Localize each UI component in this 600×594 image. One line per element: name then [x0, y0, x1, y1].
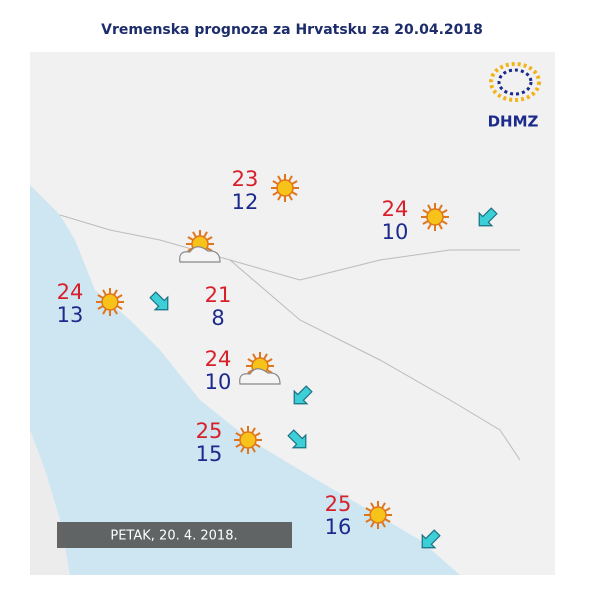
temp-min: 10 [382, 220, 409, 244]
sun-ray [116, 294, 123, 299]
sun-ray [384, 507, 391, 512]
sun-ray [272, 180, 279, 185]
title: Vremenska prognoza za Hrvatsku za 20.04.… [101, 22, 483, 38]
wind-arrow [421, 529, 441, 549]
sun-ray [438, 204, 443, 211]
sun-icon [234, 426, 262, 454]
sun-ray [97, 305, 104, 310]
sun-ray [422, 220, 429, 225]
cloud-icon [179, 246, 221, 263]
sun-ray [272, 191, 279, 196]
sun-disc [276, 179, 294, 197]
sun-disc [369, 506, 387, 524]
sun-ray [370, 502, 375, 509]
sun-ray [441, 209, 448, 214]
sun-ray [235, 443, 242, 448]
temp-max: 23 [232, 167, 259, 191]
sun-ray [206, 236, 213, 241]
sun-ray [288, 175, 293, 182]
sun-ray [381, 502, 386, 509]
temp-min: 13 [57, 303, 84, 327]
temp-min: 15 [196, 442, 223, 466]
sun-ray [113, 308, 118, 315]
sun-ray [277, 194, 282, 201]
wind-arrow-shape [287, 429, 307, 449]
sun-ray [116, 305, 123, 310]
wind-arrow-shape [293, 385, 313, 405]
sun-ray [266, 358, 273, 363]
sun-ray [203, 231, 208, 238]
temp-max: 24 [382, 197, 409, 221]
temp-min: 12 [232, 190, 259, 214]
date-box [57, 522, 292, 548]
temp-min: 16 [325, 515, 352, 539]
sun-ray [247, 358, 254, 363]
sun-ray [102, 308, 107, 315]
wind-arrow [478, 207, 498, 227]
sun-ray [384, 518, 391, 523]
sun-ray [251, 446, 256, 453]
temp-max: 21 [205, 283, 232, 307]
logo-text: DHMZ [488, 113, 539, 131]
wind-arrow [293, 385, 313, 405]
temp-max: 24 [205, 347, 232, 371]
sun-ray [235, 432, 242, 437]
sun-ray [365, 518, 372, 523]
sun-disc [426, 208, 444, 226]
sun-ray [422, 209, 429, 214]
sun-ray [370, 521, 375, 528]
temp-min: 10 [205, 370, 232, 394]
sun-ray [251, 427, 256, 434]
cloud-icon [239, 368, 281, 385]
sun-ray [291, 180, 298, 185]
sun-ray [192, 231, 197, 238]
temp-max: 25 [325, 492, 352, 516]
sun-ray [102, 289, 107, 296]
sun-ray [381, 521, 386, 528]
temp-min: 8 [211, 306, 224, 330]
sun-ray [240, 427, 245, 434]
sun-ray [427, 223, 432, 230]
wind-arrow [287, 429, 307, 449]
sun-ray [252, 353, 257, 360]
sun-icon [364, 501, 392, 529]
sun-icon [96, 288, 124, 316]
sun-ray [263, 353, 268, 360]
sun-ray [97, 294, 104, 299]
wind-arrow-shape [149, 291, 169, 311]
borders [59, 214, 521, 461]
sun-ray [240, 446, 245, 453]
logo-mark [497, 68, 533, 96]
sun-ray [187, 236, 194, 241]
sea [30, 185, 460, 575]
sun-disc [101, 293, 119, 311]
logo: DHMZ [488, 62, 541, 131]
sun-ray [427, 204, 432, 211]
sun-ray [365, 507, 372, 512]
date-label: PETAK, 20. 4. 2018. [110, 529, 237, 544]
sun-ray [254, 443, 261, 448]
sun-ray [254, 432, 261, 437]
wind-arrow [149, 291, 169, 311]
sun-icon [271, 174, 299, 202]
sun-ray [441, 220, 448, 225]
sun-ray [277, 175, 282, 182]
sun-ray [291, 191, 298, 196]
sun-icon [421, 203, 449, 231]
wind-arrow-shape [478, 207, 498, 227]
temp-max: 24 [57, 280, 84, 304]
sun-ray [438, 223, 443, 230]
sun-ray [288, 194, 293, 201]
temp-max: 25 [196, 419, 223, 443]
wind-arrow-shape [421, 529, 441, 549]
sun-disc [239, 431, 257, 449]
sun-ray [113, 289, 118, 296]
logo-mark [489, 62, 541, 102]
